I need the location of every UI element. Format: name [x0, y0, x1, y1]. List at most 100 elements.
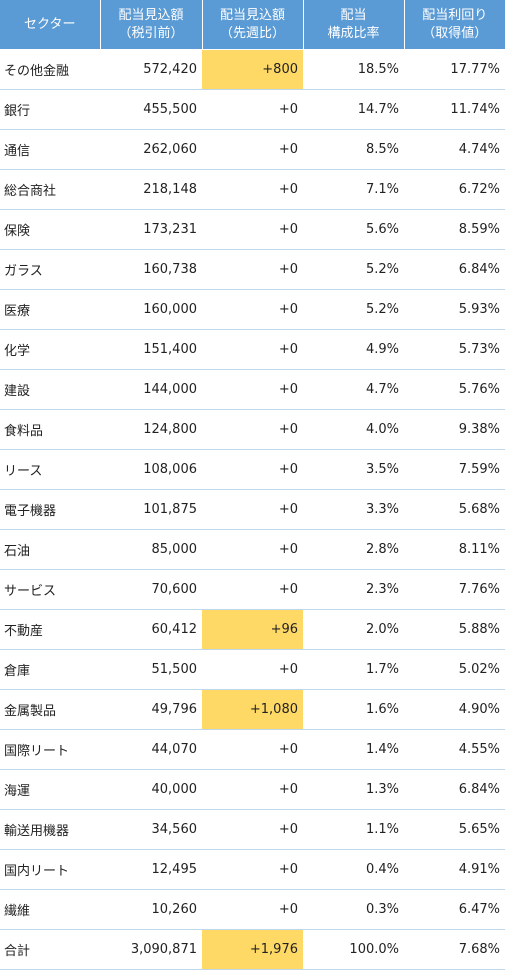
yield-cell: 6.47%: [404, 889, 505, 930]
table-row: 倉庫 51,500 +0 1.7% 5.02%: [0, 649, 505, 690]
table-row: 保険 173,231 +0 5.6% 8.59%: [0, 209, 505, 250]
ratio-cell: 0.3%: [303, 889, 404, 930]
change-cell: +1,080: [202, 689, 303, 730]
sector-cell: リース: [0, 449, 100, 490]
sector-cell: 銀行: [0, 89, 100, 130]
change-cell: +0: [202, 89, 303, 130]
header-ratio: 配当 構成比率: [303, 0, 405, 50]
amount-cell: 3,090,871: [100, 929, 202, 970]
amount-cell: 85,000: [100, 529, 202, 570]
table-row: 不動産 60,412 +96 2.0% 5.88%: [0, 609, 505, 650]
table-row: 海運 40,000 +0 1.3% 6.84%: [0, 769, 505, 810]
amount-cell: 144,000: [100, 369, 202, 410]
header-amount-line1: 配当見込額: [118, 7, 184, 23]
table-row: 輸送用機器 34,560 +0 1.1% 5.65%: [0, 809, 505, 850]
yield-cell: 9.38%: [404, 409, 505, 450]
ratio-cell: 2.0%: [303, 609, 404, 650]
ratio-cell: 2.3%: [303, 569, 404, 610]
table-row: 国際リート 44,070 +0 1.4% 4.55%: [0, 729, 505, 770]
change-cell: +0: [202, 329, 303, 370]
ratio-cell: 3.3%: [303, 489, 404, 530]
ratio-cell: 0.4%: [303, 849, 404, 890]
yield-cell: 4.90%: [404, 689, 505, 730]
amount-cell: 44,070: [100, 729, 202, 770]
ratio-cell: 7.1%: [303, 169, 404, 210]
amount-cell: 49,796: [100, 689, 202, 730]
amount-cell: 40,000: [100, 769, 202, 810]
sector-cell: 医療: [0, 289, 100, 330]
yield-cell: 5.68%: [404, 489, 505, 530]
ratio-cell: 1.1%: [303, 809, 404, 850]
header-change-line1: 配当見込額: [219, 7, 285, 23]
table-row: 通信 262,060 +0 8.5% 4.74%: [0, 129, 505, 170]
amount-cell: 108,006: [100, 449, 202, 490]
table-row: サービス 70,600 +0 2.3% 7.76%: [0, 569, 505, 610]
sector-cell: 合計: [0, 929, 100, 970]
change-cell: +1,976: [202, 929, 303, 970]
ratio-cell: 5.2%: [303, 249, 404, 290]
sector-cell: 不動産: [0, 609, 100, 650]
sector-cell: 金属製品: [0, 689, 100, 730]
change-cell: +0: [202, 849, 303, 890]
header-amount: 配当見込額 （税引前）: [100, 0, 203, 50]
header-yield-line1: 配当利回り: [422, 7, 488, 23]
ratio-cell: 5.6%: [303, 209, 404, 250]
amount-cell: 101,875: [100, 489, 202, 530]
change-cell: +0: [202, 729, 303, 770]
amount-cell: 12,495: [100, 849, 202, 890]
table-row: 食料品 124,800 +0 4.0% 9.38%: [0, 409, 505, 450]
table-row: 医療 160,000 +0 5.2% 5.93%: [0, 289, 505, 330]
sector-cell: 海運: [0, 769, 100, 810]
amount-cell: 10,260: [100, 889, 202, 930]
table-row: 電子機器 101,875 +0 3.3% 5.68%: [0, 489, 505, 530]
yield-cell: 7.68%: [404, 929, 505, 970]
change-cell: +0: [202, 249, 303, 290]
sector-cell: 国際リート: [0, 729, 100, 770]
amount-cell: 173,231: [100, 209, 202, 250]
change-cell: +0: [202, 889, 303, 930]
change-cell: +800: [202, 49, 303, 90]
yield-cell: 5.73%: [404, 329, 505, 370]
sector-cell: 化学: [0, 329, 100, 370]
amount-cell: 70,600: [100, 569, 202, 610]
sector-cell: 石油: [0, 529, 100, 570]
amount-cell: 262,060: [100, 129, 202, 170]
yield-cell: 8.59%: [404, 209, 505, 250]
table-row: リース 108,006 +0 3.5% 7.59%: [0, 449, 505, 490]
amount-cell: 34,560: [100, 809, 202, 850]
table-row: 国内リート 12,495 +0 0.4% 4.91%: [0, 849, 505, 890]
table-row: 石油 85,000 +0 2.8% 8.11%: [0, 529, 505, 570]
yield-cell: 6.84%: [404, 249, 505, 290]
change-cell: +0: [202, 209, 303, 250]
ratio-cell: 5.2%: [303, 289, 404, 330]
sector-cell: 倉庫: [0, 649, 100, 690]
ratio-cell: 1.3%: [303, 769, 404, 810]
amount-cell: 455,500: [100, 89, 202, 130]
header-sector-label: セクター: [24, 16, 76, 32]
amount-cell: 60,412: [100, 609, 202, 650]
sector-cell: 繊維: [0, 889, 100, 930]
amount-cell: 218,148: [100, 169, 202, 210]
sector-cell: 建設: [0, 369, 100, 410]
ratio-cell: 1.6%: [303, 689, 404, 730]
yield-cell: 4.74%: [404, 129, 505, 170]
amount-cell: 124,800: [100, 409, 202, 450]
header-row: セクター 配当見込額 （税引前） 配当見込額 （先週比） 配当 構成比率 配当利…: [0, 0, 505, 50]
yield-cell: 6.72%: [404, 169, 505, 210]
change-cell: +96: [202, 609, 303, 650]
change-cell: +0: [202, 169, 303, 210]
ratio-cell: 1.7%: [303, 649, 404, 690]
sector-cell: 電子機器: [0, 489, 100, 530]
yield-cell: 5.93%: [404, 289, 505, 330]
yield-cell: 6.84%: [404, 769, 505, 810]
sector-cell: サービス: [0, 569, 100, 610]
yield-cell: 5.76%: [404, 369, 505, 410]
header-amount-line2: （税引前）: [118, 25, 184, 41]
sector-cell: 総合商社: [0, 169, 100, 210]
table-header: セクター 配当見込額 （税引前） 配当見込額 （先週比） 配当 構成比率 配当利…: [0, 0, 505, 50]
change-cell: +0: [202, 409, 303, 450]
header-ratio-line2: 構成比率: [327, 25, 380, 41]
sector-cell: その他金融: [0, 49, 100, 90]
amount-cell: 160,738: [100, 249, 202, 290]
